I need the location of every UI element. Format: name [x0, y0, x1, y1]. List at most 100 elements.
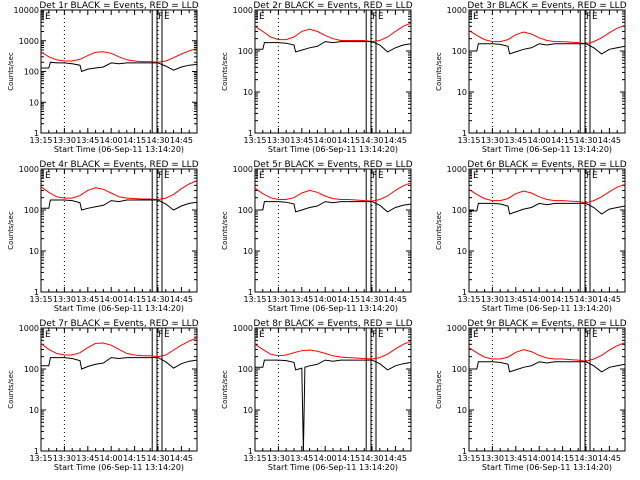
y-tick-label: 1 [34, 447, 39, 456]
x-tick-label: 13:45 [76, 136, 99, 145]
x-tick-label: 14:00 [528, 295, 551, 304]
x-tick-label: 13:30 [481, 454, 504, 463]
x-tick-label: 13:15 [243, 454, 266, 463]
detector-panel-5: Det 5r BLACK = Events, RED = LLD 1 10 100 10… [221, 160, 413, 313]
x-tick-label: 14:15 [123, 136, 146, 145]
x-tick-label: 13:30 [267, 454, 290, 463]
flag-label: F [372, 12, 377, 22]
x-axis-label: Start Time (06-Sep-11 13:14:20) [268, 145, 398, 154]
detector-panel-1: Det 1r BLACK = Events, RED = LLD 1 10 100 10… [7, 1, 199, 154]
detector-panel-7: Det 7r BLACK = Events, RED = LLD 1 10 100 10… [7, 319, 199, 472]
x-tick-label: 13:30 [481, 295, 504, 304]
x-tick-label: 13:45 [76, 454, 99, 463]
x-axis-label: Start Time (06-Sep-11 13:14:20) [482, 145, 612, 154]
y-tick-label: 10 [29, 247, 39, 256]
y-tick-label: 1 [34, 288, 39, 297]
panel-title: Det 8r BLACK = Events, RED = LLD [253, 319, 412, 329]
panel-title: Det 2r BLACK = Events, RED = LLD [253, 1, 412, 11]
lld-rate-line [254, 182, 412, 202]
x-tick-label: 14:00 [314, 136, 337, 145]
x-tick-label: 13:30 [267, 295, 290, 304]
event-rate-line [469, 43, 626, 55]
flag-label: F [372, 330, 377, 340]
x-tick-label: 13:30 [481, 136, 504, 145]
lld-rate-line [254, 340, 412, 360]
y-tick-label: 10 [243, 247, 253, 256]
event-rate-line [255, 359, 412, 452]
flag-label: E [164, 171, 170, 181]
panel-title: Det 6r BLACK = Events, RED = LLD [467, 160, 626, 170]
x-tick-label: 13:45 [290, 454, 313, 463]
flag-label: E [473, 330, 479, 340]
y-tick-label: 1 [462, 447, 467, 456]
x-tick-label: 14:45 [598, 454, 621, 463]
x-tick-label: 13:15 [457, 136, 480, 145]
x-tick-label: 14:30 [146, 454, 169, 463]
panel-title: Det 3r BLACK = Events, RED = LLD [467, 1, 626, 11]
flag-label: E [592, 12, 598, 22]
x-tick-label: 13:15 [29, 136, 52, 145]
lld-rate-line [468, 24, 626, 45]
x-tick-label: 13:30 [53, 295, 76, 304]
flag-label: E [164, 12, 170, 22]
flag-label: E [45, 330, 51, 340]
flag-label: E [473, 12, 479, 22]
x-tick-label: 13:15 [243, 136, 266, 145]
flag-label: E [45, 171, 51, 181]
x-tick-label: 14:30 [574, 136, 597, 145]
y-tick-label: 1 [462, 129, 467, 138]
event-rate-line [41, 199, 198, 211]
y-tick-label: 100 [24, 68, 39, 77]
y-tick-label: 100 [24, 206, 39, 215]
flag-label: E [164, 330, 170, 340]
x-tick-label: 14:45 [384, 136, 407, 145]
y-axis-label: Counts/sec [7, 370, 15, 409]
y-tick-label: 1000 [447, 6, 467, 15]
x-tick-label: 14:45 [170, 136, 193, 145]
y-axis-label: Counts/sec [7, 52, 15, 91]
y-axis-label: Counts/sec [7, 211, 15, 250]
x-tick-label: 14:45 [384, 454, 407, 463]
x-tick-label: 14:15 [337, 454, 360, 463]
y-axis-label: Counts/sec [221, 52, 229, 91]
x-tick-label: 13:45 [290, 136, 313, 145]
y-tick-label: 100 [238, 365, 253, 374]
flag-label: E [473, 171, 479, 181]
detector-panel-9: Det 9r BLACK = Events, RED = LLD 1 10 100 10… [435, 319, 627, 472]
y-tick-label: 10 [29, 98, 39, 107]
y-tick-label: 1000 [19, 37, 39, 46]
x-tick-label: 13:15 [457, 454, 480, 463]
x-tick-label: 14:00 [528, 136, 551, 145]
y-tick-label: 1000 [447, 324, 467, 333]
x-tick-label: 13:45 [76, 295, 99, 304]
y-tick-label: 10 [243, 406, 253, 415]
detector-panel-4: Det 4r BLACK = Events, RED = LLD 1 10 100 10… [7, 160, 199, 313]
flag-label: F [158, 12, 163, 22]
x-axis-label: Start Time (06-Sep-11 13:14:20) [54, 145, 184, 154]
y-tick-label: 1 [248, 447, 253, 456]
detector-panel-8: Det 8r BLACK = Events, RED = LLD 1 10 100 10… [221, 319, 413, 472]
flag-label: F [158, 171, 163, 181]
x-axis-label: Start Time (06-Sep-11 13:14:20) [54, 304, 184, 313]
y-tick-label: 10 [457, 247, 467, 256]
y-tick-label: 100 [238, 47, 253, 56]
y-tick-label: 10 [457, 88, 467, 97]
lld-rate-line [468, 183, 626, 204]
y-axis-label: Counts/sec [435, 52, 443, 91]
x-tick-label: 14:00 [314, 454, 337, 463]
flag-label: E [259, 12, 265, 22]
flag-label: E [592, 171, 598, 181]
y-tick-label: 1 [462, 288, 467, 297]
y-tick-label: 100 [24, 365, 39, 374]
x-tick-label: 14:15 [551, 136, 574, 145]
y-tick-label: 10000 [14, 6, 39, 15]
detector-panel-3: Det 3r BLACK = Events, RED = LLD 1 10 100 10… [435, 1, 627, 154]
y-tick-label: 1000 [233, 324, 253, 333]
x-tick-label: 14:45 [598, 295, 621, 304]
flag-label: E [378, 171, 384, 181]
y-tick-label: 1000 [19, 165, 39, 174]
flag-label: F [586, 330, 591, 340]
y-tick-label: 100 [452, 47, 467, 56]
x-tick-label: 14:30 [574, 295, 597, 304]
